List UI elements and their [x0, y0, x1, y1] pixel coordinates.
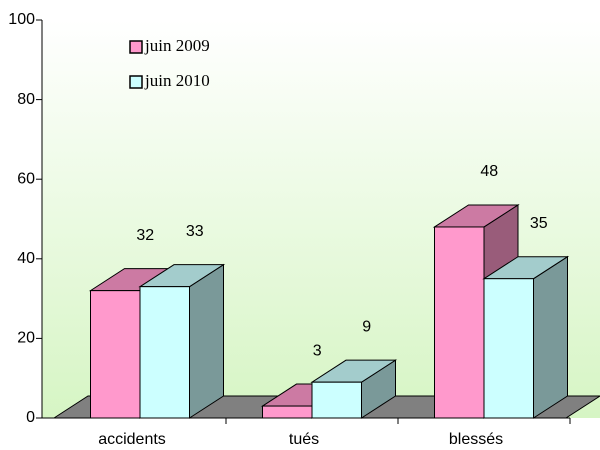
y-tick-label: 0 — [26, 409, 35, 426]
value-label: 35 — [530, 215, 548, 232]
value-label: 32 — [136, 227, 154, 244]
value-label: 33 — [186, 223, 204, 240]
bar-side — [189, 263, 224, 419]
value-label: 3 — [313, 342, 322, 359]
legend-label: juin 2009 — [144, 36, 210, 55]
y-tick-label: 40 — [17, 250, 35, 267]
x-tick-label: blessés — [449, 431, 503, 448]
legend-swatch — [129, 75, 143, 89]
x-tick-label: accidents — [98, 431, 166, 448]
bar — [139, 286, 190, 419]
value-label: 9 — [362, 318, 371, 335]
bar — [311, 381, 362, 419]
y-tick-label: 20 — [17, 330, 35, 347]
x-tick-label: tués — [289, 431, 319, 448]
bar — [90, 290, 141, 419]
bar — [262, 405, 313, 419]
bar-side — [533, 255, 568, 419]
legend-label: juin 2010 — [144, 71, 210, 90]
y-tick-label: 60 — [17, 170, 35, 187]
bar — [434, 226, 485, 419]
y-tick-label: 100 — [8, 11, 35, 28]
value-label: 48 — [480, 163, 498, 180]
legend-swatch — [129, 40, 143, 54]
y-tick-label: 80 — [17, 91, 35, 108]
bar — [483, 278, 534, 419]
